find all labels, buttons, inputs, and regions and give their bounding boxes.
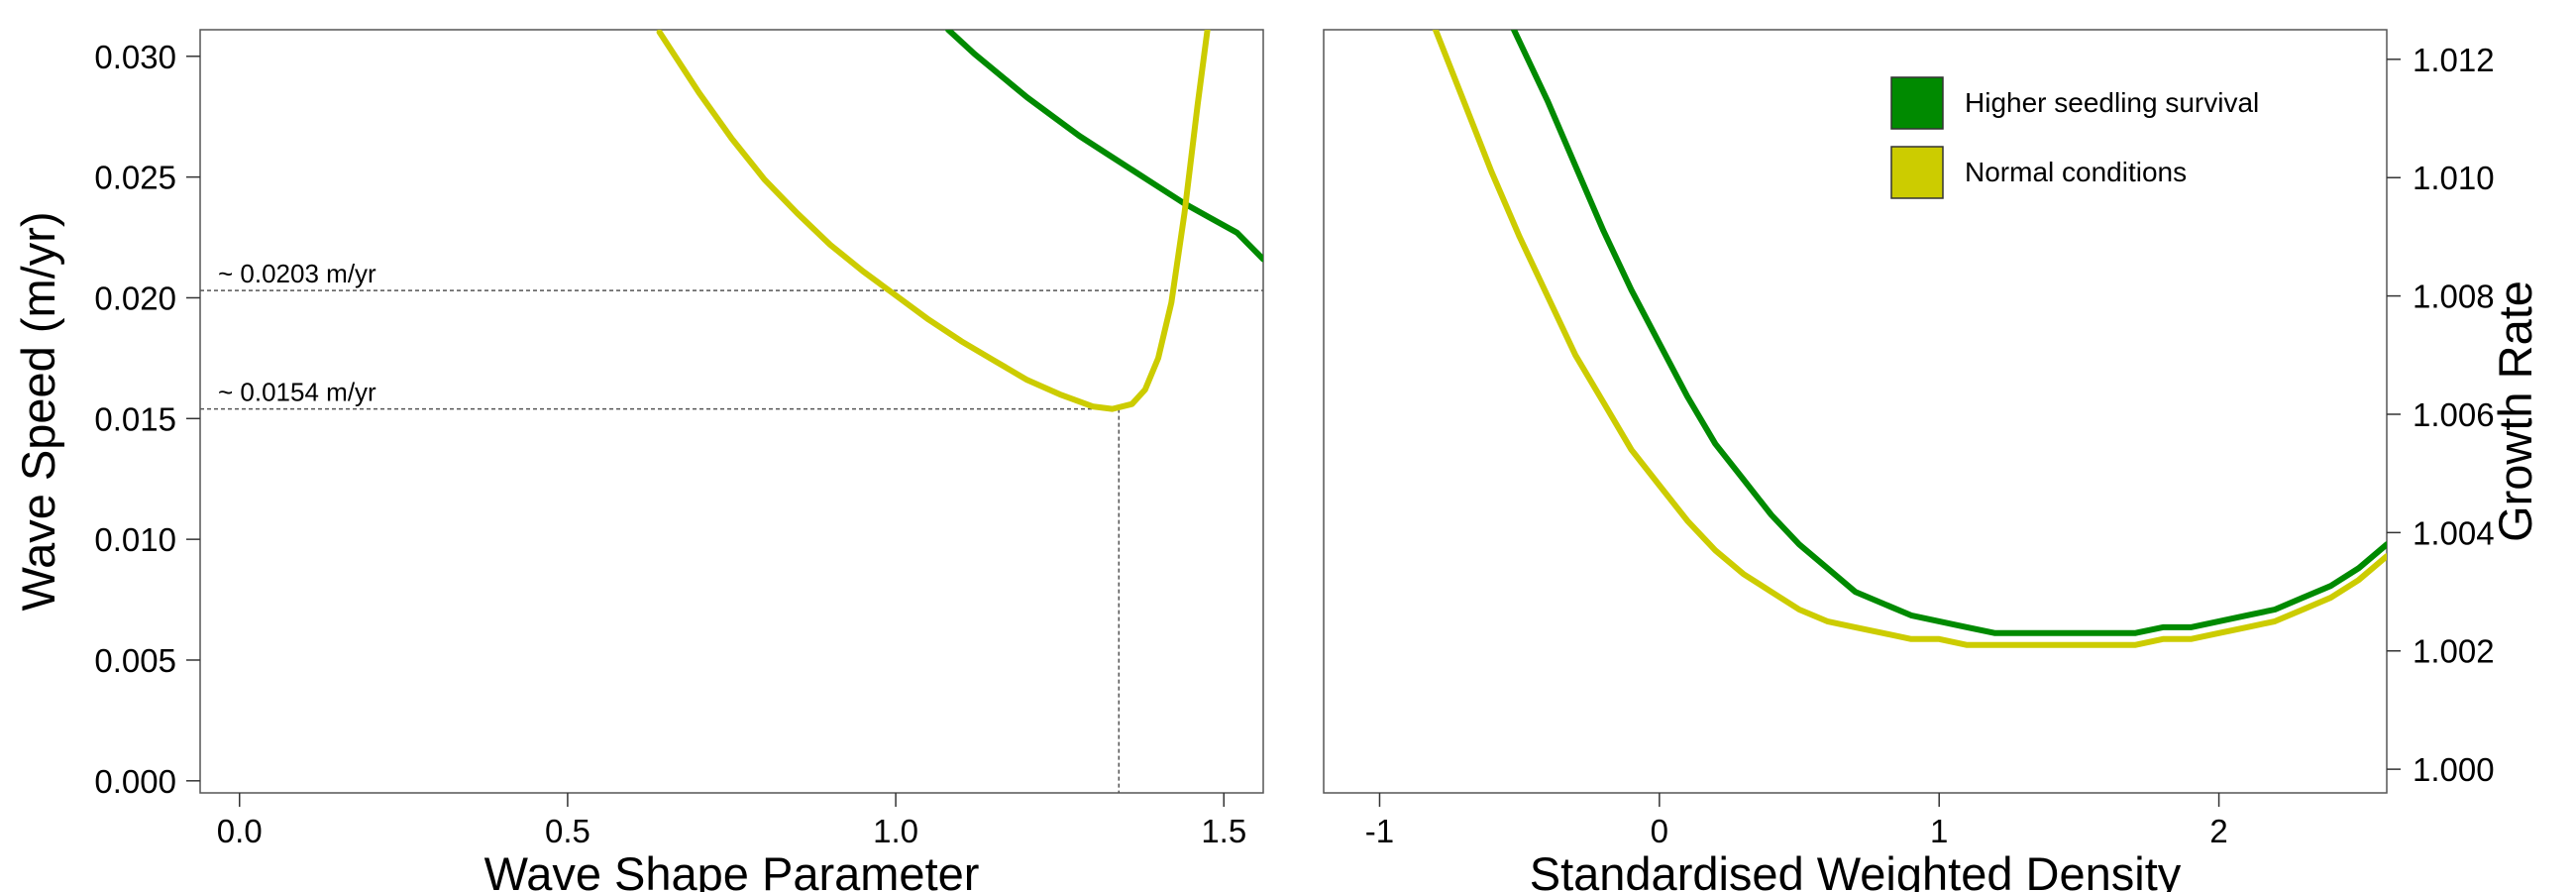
y-tick-label: 0.015 xyxy=(94,400,176,437)
x-tick-label: 2 xyxy=(2209,813,2227,849)
y-axis-title: Growth Rate xyxy=(2489,280,2541,542)
series-line-normal-conditions xyxy=(1432,30,2387,648)
y-tick-label: 0.020 xyxy=(94,279,176,316)
x-tick-label: 0 xyxy=(1651,813,1668,849)
x-tick-label: 1.0 xyxy=(873,813,918,849)
x-tick-label: 0.0 xyxy=(217,813,263,849)
y-tick-label: 1.010 xyxy=(2413,160,2495,196)
x-tick-label: -1 xyxy=(1365,813,1394,849)
y-tick-label: 1.004 xyxy=(2413,514,2495,551)
x-tick-label: 1.5 xyxy=(1201,813,1246,849)
y-tick-label: 0.005 xyxy=(94,642,176,679)
x-tick-label: 1 xyxy=(1930,813,1948,849)
series-line-normal-conditions xyxy=(656,30,1211,412)
series-line-higher-seedling-survival xyxy=(1511,30,2387,636)
y-tick-label: 1.012 xyxy=(2413,42,2495,78)
y-tick-label: 1.008 xyxy=(2413,279,2495,315)
reference-label: ~ 0.0203 m/yr xyxy=(218,259,376,288)
y-tick-label: 0.030 xyxy=(94,39,176,75)
x-axis-title: Wave Shape Parameter xyxy=(484,847,980,892)
series-group xyxy=(656,30,1263,412)
y-tick-label: 0.000 xyxy=(94,763,176,800)
series-group xyxy=(1432,30,2387,648)
x-tick-label: 0.5 xyxy=(545,813,590,849)
y-tick-label: 0.010 xyxy=(94,521,176,558)
y-tick-label: 0.025 xyxy=(94,160,176,196)
legend-swatch-higher-seedling-survival xyxy=(1890,76,1944,130)
legend-label: Higher seedling survival xyxy=(1965,87,2259,118)
legend-label: Normal conditions xyxy=(1965,157,2187,187)
legend-swatch-normal-conditions xyxy=(1890,146,1944,199)
x-axis-title: Standardised Weighted Density xyxy=(1530,847,2182,892)
left-panel-wave-speed: 0.0 0.5 1.0 1.5 0.000 0.005 0.010 0.015 0.020 0.0… xyxy=(12,29,1264,892)
plot-frame xyxy=(199,29,1264,794)
y-tick-label: 1.002 xyxy=(2413,633,2495,670)
y-tick-label: 1.000 xyxy=(2413,751,2495,788)
reference-label: ~ 0.0154 m/yr xyxy=(218,378,376,407)
plot-frame xyxy=(1323,29,2388,794)
right-panel-growth-rate: -1 0 1 2 1.000 1.002 1.004 1.006 1.008 1.010 1.012… xyxy=(1323,29,2541,892)
series-line-higher-seedling-survival xyxy=(945,30,1263,263)
y-axis-title: Wave Speed (m/yr) xyxy=(12,211,64,611)
y-tick-label: 1.006 xyxy=(2413,396,2495,433)
